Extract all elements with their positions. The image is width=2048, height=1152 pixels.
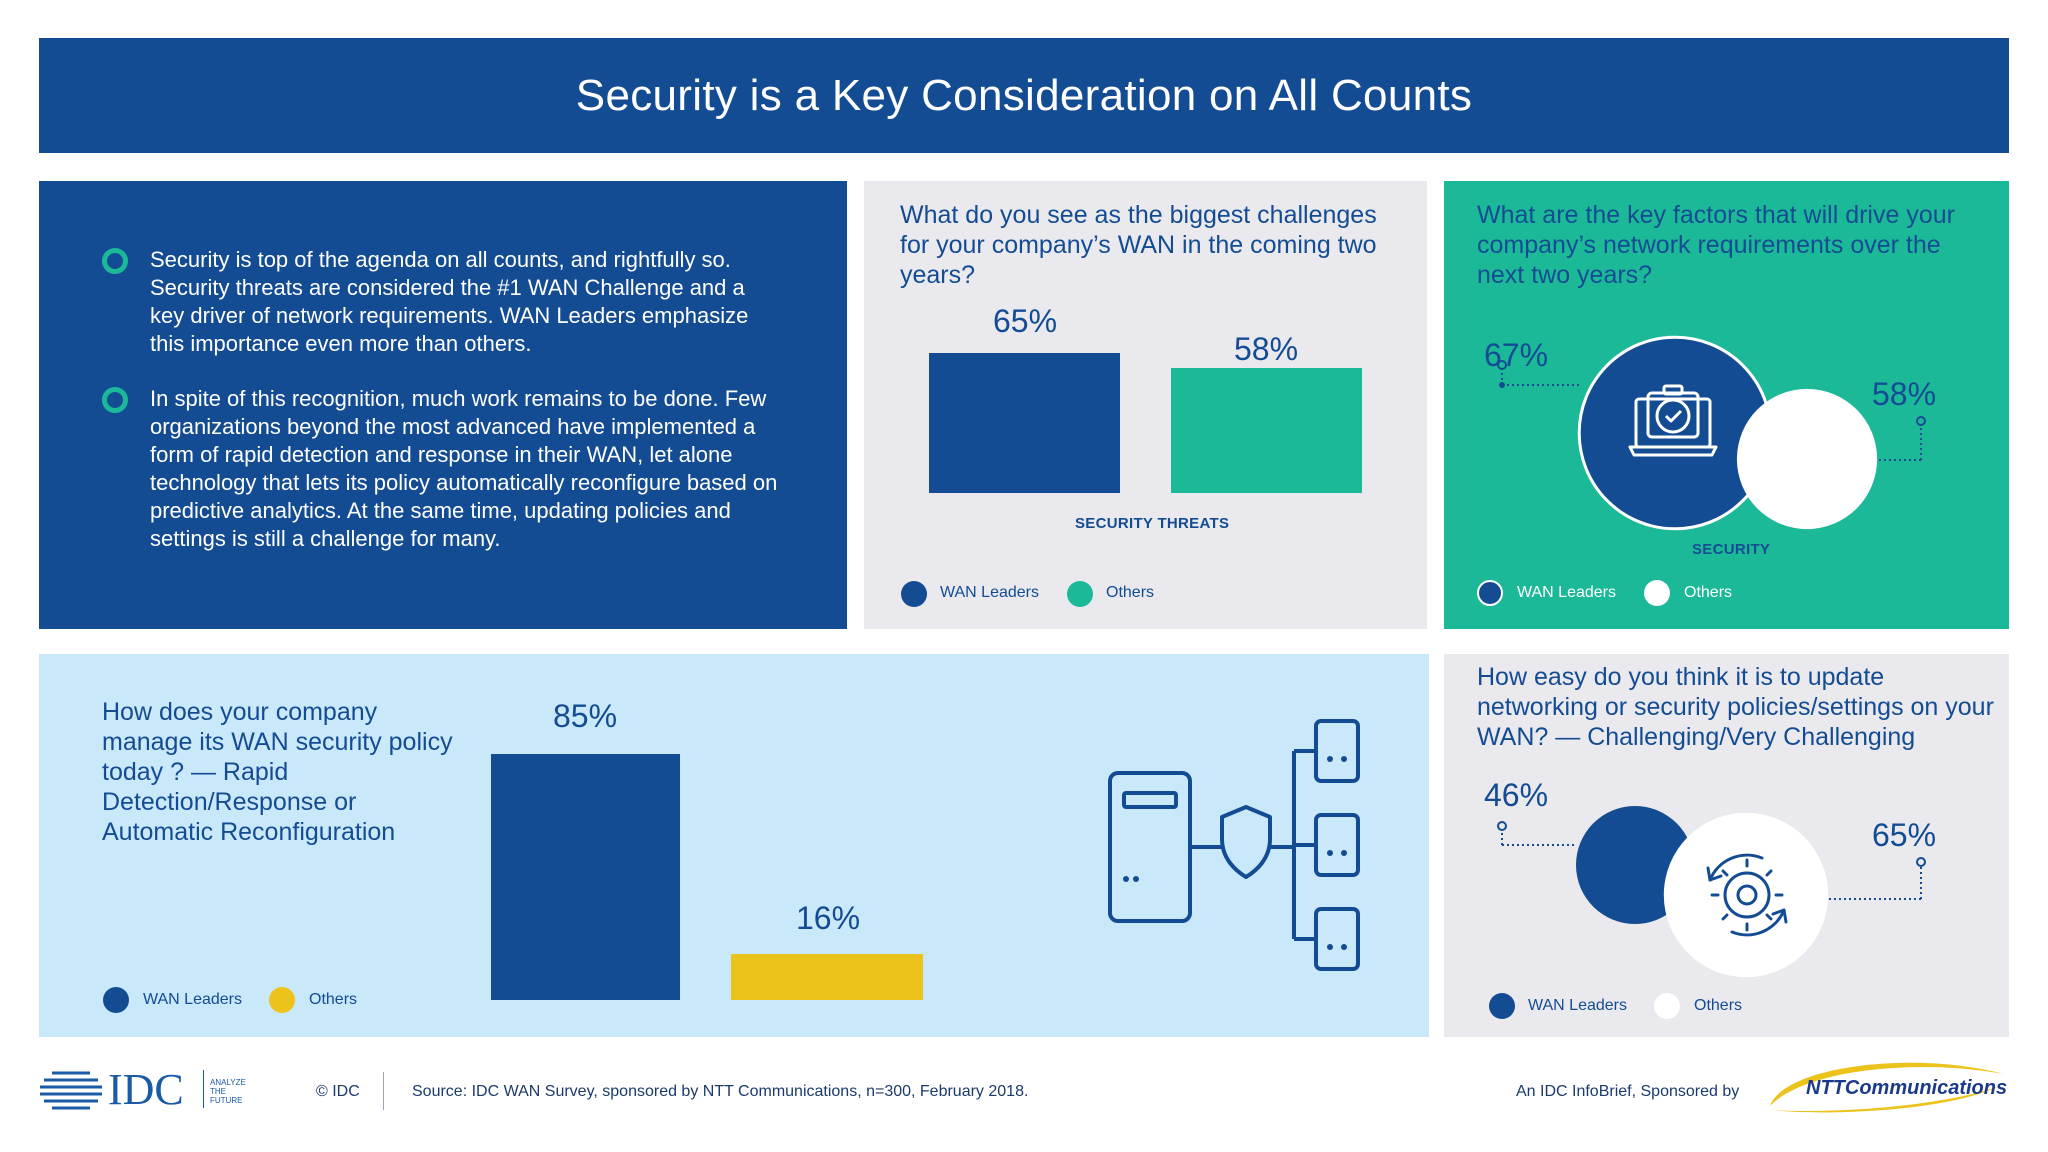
server-shield-network-icon <box>1108 719 1360 971</box>
easy-bubble-chart <box>1497 806 1926 978</box>
page-title-text: Security is a Key Consideration on All C… <box>575 70 1473 120</box>
legend-label-others: Others <box>1106 584 1155 601</box>
challenges-others-label: 58% <box>1234 331 1299 367</box>
factors-category-label: SECURITY <box>1692 541 1771 558</box>
idc-tagline-line: FUTURE <box>210 1096 243 1105</box>
legend-label-wan-leaders: WAN Leaders <box>143 991 242 1008</box>
easy-others-label: 65% <box>1872 817 1937 853</box>
factors-leaders-leader-dot <box>1499 382 1505 388</box>
legend-label-others: Others <box>1694 997 1743 1014</box>
legend-dot-others <box>1644 580 1670 606</box>
gear-refresh-icon <box>1706 853 1788 937</box>
easy-question: How easy do you think it is to update ne… <box>1477 663 1994 751</box>
footer-sponsor-text: An IDC InfoBrief, Sponsored by <box>1516 1083 1740 1100</box>
page-title: Security is a Key Consideration on All C… <box>39 38 2009 153</box>
challenges-leaders-label: 65% <box>993 303 1058 339</box>
bullet-ring-icon <box>102 387 128 413</box>
bullet-ring-icon <box>102 248 128 274</box>
legend-dot-others <box>1067 581 1093 607</box>
manage-bar-wan-leaders <box>491 753 680 1000</box>
factors-question: What are the key factors that will drive… <box>1477 201 1955 289</box>
manage-bar-others <box>731 953 923 1000</box>
ntt-logo: NTTCommunications <box>1806 1077 2008 1099</box>
easy-others-leader-end <box>1916 857 1926 867</box>
idc-globe-icon <box>40 1071 102 1110</box>
legend-dot-wan-leaders <box>103 987 129 1013</box>
idc-tagline-line: THE <box>210 1087 226 1096</box>
challenges-question: What do you see as the biggest challenge… <box>900 201 1377 289</box>
easy-bubble-others <box>1663 812 1829 978</box>
footer-divider <box>383 1072 384 1110</box>
idc-tagline: ANALYZE THE FUTURE <box>210 1078 246 1105</box>
legend-label-wan-leaders: WAN Leaders <box>940 584 1039 601</box>
ntt-swoosh-logo <box>1770 1062 2004 1113</box>
factors-others-label: 58% <box>1872 376 1937 412</box>
factors-bubble-others <box>1736 388 1878 530</box>
manage-others-label: 16% <box>796 900 861 936</box>
legend-dot-wan-leaders <box>1477 580 1503 606</box>
factors-others-leader-end <box>1916 416 1926 426</box>
legend-label-others: Others <box>309 991 358 1008</box>
footer-copyright: © IDC <box>316 1083 360 1100</box>
factors-leaders-leader-end <box>1497 360 1507 370</box>
intro-bullet-1: Security is top of the agenda on all cou… <box>150 247 749 356</box>
intro-bullet-2: In spite of this recognition, much work … <box>150 386 778 551</box>
manage-question: How does your company manage its WAN sec… <box>102 698 453 846</box>
factors-bubble-chart <box>1497 335 1926 531</box>
legend-label-wan-leaders: WAN Leaders <box>1528 997 1627 1014</box>
legend-dot-others <box>269 987 295 1013</box>
legend-label-wan-leaders: WAN Leaders <box>1517 584 1616 601</box>
footer-source: Source: IDC WAN Survey, sponsored by NTT… <box>412 1083 1029 1100</box>
idc-logo-divider <box>203 1070 204 1108</box>
challenges-category-label: SECURITY THREATS <box>1075 515 1230 532</box>
laptop-security-camera-icon <box>1628 384 1718 457</box>
idc-logo: IDC <box>108 1065 184 1114</box>
easy-leaders-leader-end <box>1497 821 1507 831</box>
legend-dot-others <box>1654 993 1680 1019</box>
legend-label-others: Others <box>1684 584 1733 601</box>
intro-panel <box>39 181 847 629</box>
legend-dot-wan-leaders <box>901 581 927 607</box>
challenges-bar-wan-leaders <box>929 353 1120 493</box>
idc-tagline-line: ANALYZE <box>210 1078 246 1087</box>
factors-leaders-label: 67% <box>1484 337 1549 373</box>
challenges-bar-others <box>1171 368 1362 493</box>
legend-dot-wan-leaders <box>1489 993 1515 1019</box>
easy-leaders-label: 46% <box>1484 777 1549 813</box>
manage-leaders-label: 85% <box>553 698 618 734</box>
